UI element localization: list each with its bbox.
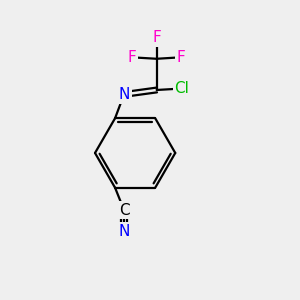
Text: Cl: Cl [175, 81, 189, 96]
Text: F: F [152, 30, 161, 45]
Text: F: F [127, 50, 136, 65]
Text: C: C [119, 202, 129, 217]
Text: N: N [118, 224, 130, 239]
Text: N: N [118, 87, 130, 102]
Text: F: F [177, 50, 185, 65]
